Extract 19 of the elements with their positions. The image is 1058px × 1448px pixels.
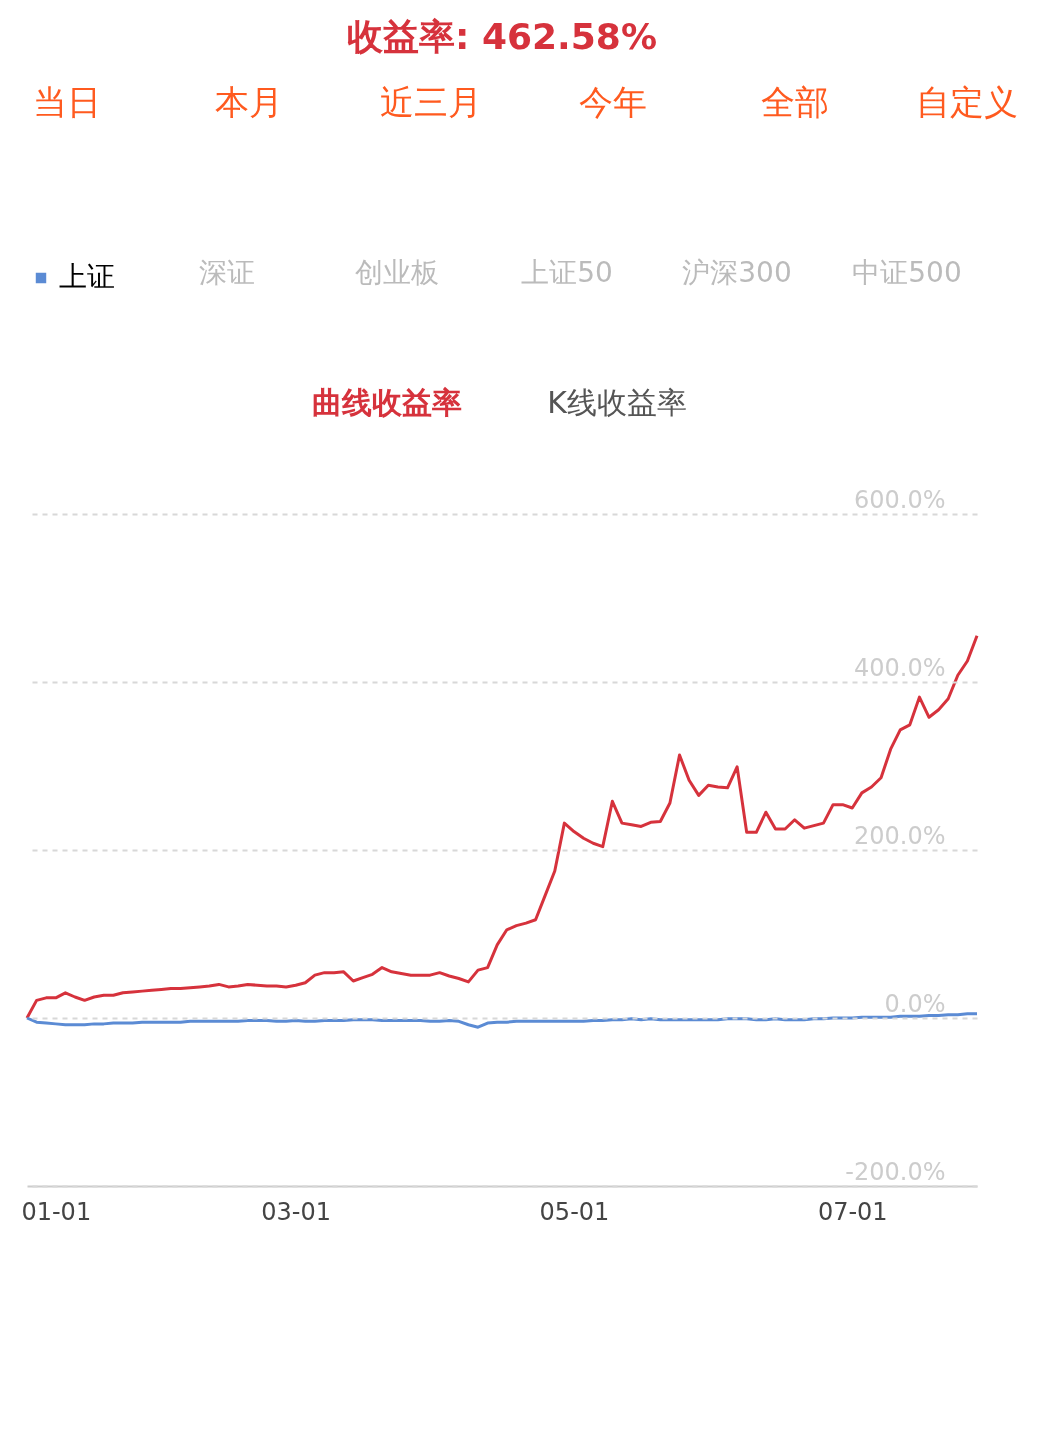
text: K线收益率 xyxy=(547,385,687,420)
x-tick-label: 01-01 xyxy=(21,1197,92,1226)
text: 本月 xyxy=(215,82,283,122)
x-tick-label: 07-01 xyxy=(817,1197,888,1226)
text: 深证 xyxy=(199,256,255,289)
text: 全部 xyxy=(761,82,829,122)
text: 上证50 xyxy=(521,256,613,289)
text: 今年 xyxy=(579,82,647,122)
x-tick-label: 03-01 xyxy=(261,1197,332,1226)
text: 创业板 xyxy=(355,256,439,289)
legend-label: 上证 xyxy=(59,260,115,293)
text: 中证500 xyxy=(852,256,962,289)
text: 当日 xyxy=(33,82,101,122)
x-tick-label: 05-01 xyxy=(539,1197,610,1226)
text: 沪深300 xyxy=(682,256,792,289)
text: 自定义 xyxy=(916,82,1018,122)
chart-title: 收益率: 462.58% xyxy=(347,16,657,57)
text: 曲线收益率 xyxy=(312,385,462,420)
text: 近三月 xyxy=(380,82,482,122)
